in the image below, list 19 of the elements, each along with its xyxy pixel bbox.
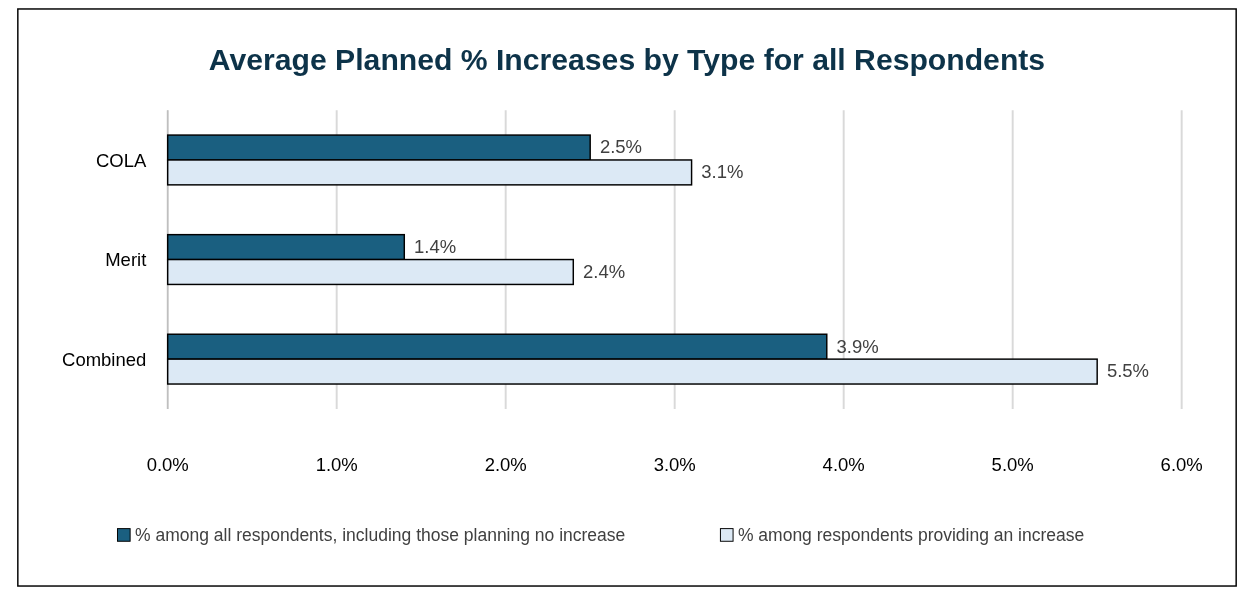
x-tick-label: 0.0% xyxy=(146,454,189,476)
x-tick-label: 1.0% xyxy=(315,454,358,476)
x-tick-label: 4.0% xyxy=(822,454,865,476)
x-tick-label: 5.0% xyxy=(991,454,1034,476)
x-tick-label: 6.0% xyxy=(1160,454,1203,476)
x-tick-label: 2.0% xyxy=(484,454,527,476)
y-tick-label: Combined xyxy=(62,348,147,370)
x-tick-label: 3.0% xyxy=(653,454,696,476)
data-label: 5.5% xyxy=(1106,360,1150,382)
legend-label: % among respondents providing an increase xyxy=(737,525,1085,546)
data-label: 2.4% xyxy=(583,260,626,282)
data-label: 3.1% xyxy=(701,161,744,183)
data-label: 1.4% xyxy=(414,235,457,257)
data-label: 3.9% xyxy=(836,335,879,357)
legend-label: % among all respondents, including those planning no increase xyxy=(135,525,626,546)
chart-title: Average Planned % Increases by Type for all Respondents xyxy=(208,43,1046,77)
y-tick-label: COLA xyxy=(95,149,147,171)
y-tick-label: Merit xyxy=(105,249,147,271)
data-label: 2.5% xyxy=(599,136,643,158)
